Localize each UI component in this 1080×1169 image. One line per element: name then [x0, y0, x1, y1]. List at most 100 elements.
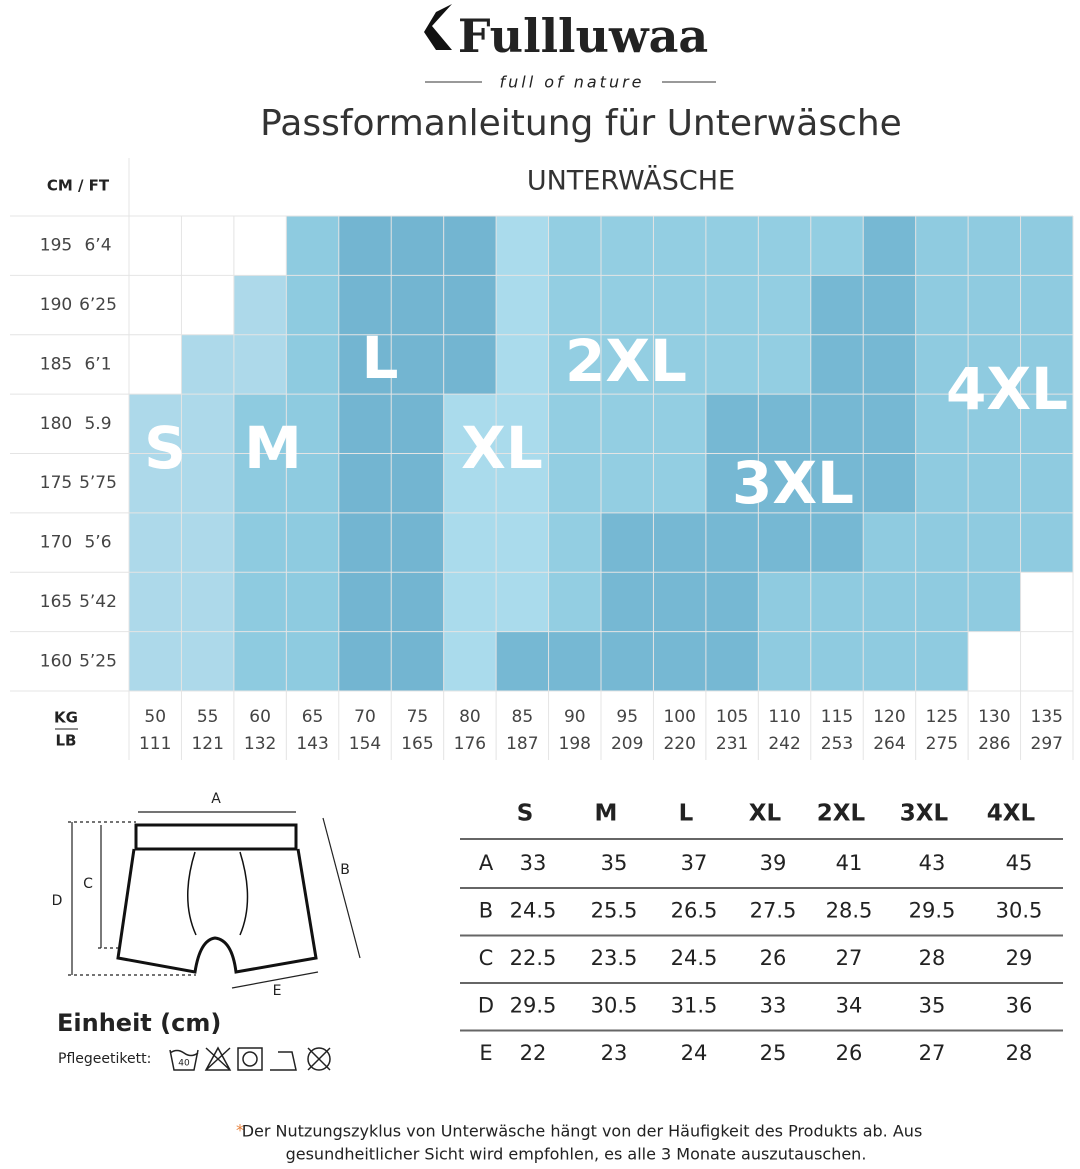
- grid-cell: [653, 334, 707, 395]
- logo-icon: [424, 4, 452, 50]
- grid-cell: [233, 453, 287, 514]
- grid-cell: [548, 394, 602, 454]
- footnote-line: gesundheitlicher Sicht wird empfohlen, e…: [286, 1145, 867, 1164]
- table-cell: 45: [1006, 851, 1033, 875]
- grid-cell: [968, 572, 1022, 633]
- grid-cell: [391, 216, 445, 276]
- height-ft: 6’25: [79, 295, 117, 315]
- grid-cell: [705, 572, 759, 633]
- grid-cell: [443, 394, 497, 454]
- weight-lb: 242: [768, 734, 800, 754]
- table-header: M: [595, 801, 618, 827]
- grid-cell: [548, 334, 602, 395]
- unit: Einheit (cm): [57, 1009, 221, 1037]
- grid-cell: [548, 275, 602, 336]
- table-cell: 27: [836, 946, 863, 970]
- grid-cell: [181, 631, 235, 692]
- table-cell: 29.5: [909, 899, 956, 923]
- grid-cell: [705, 453, 759, 514]
- grid-cell: [810, 512, 864, 573]
- weight-kg: 80: [459, 707, 481, 727]
- height-cm: 175: [40, 473, 72, 493]
- grid-cell: [496, 334, 550, 395]
- grid-cell: [863, 216, 917, 276]
- grid-cell: [915, 216, 969, 276]
- grid-cell: [863, 334, 917, 395]
- grid-cell: [129, 631, 182, 692]
- grid-cell: [601, 394, 654, 454]
- weight-kg: 130: [978, 707, 1010, 727]
- grid-cell: [286, 275, 340, 336]
- grid-cell: [758, 453, 812, 514]
- grid-cell: [653, 394, 707, 454]
- grid-cell: [601, 453, 654, 514]
- weight-lb: 209: [611, 734, 643, 754]
- grid-cell: [391, 631, 445, 692]
- table-cell: 33: [520, 851, 547, 875]
- corner: CM / FT: [47, 177, 110, 195]
- grid-cell: [968, 394, 1022, 454]
- grid-cell: [443, 334, 497, 395]
- weight-lb: 264: [873, 734, 905, 754]
- weight-kg: 105: [716, 707, 748, 727]
- height-ft: 6’1: [84, 354, 111, 374]
- grid-cell: [915, 334, 969, 395]
- grid-cell: [758, 275, 812, 336]
- grid-cell: [810, 572, 864, 633]
- grid-cell: [601, 216, 654, 276]
- grid-cell: [548, 453, 602, 514]
- title: Passformanleitung für Unterwäsche: [260, 103, 902, 144]
- grid-cell: [391, 334, 445, 395]
- grid-cell: [338, 334, 392, 395]
- grid-cell: [758, 572, 812, 633]
- table-cell: 33: [760, 994, 787, 1018]
- grid-cell: [653, 631, 707, 692]
- weight-kg: 135: [1031, 707, 1063, 727]
- grid-cell: [548, 631, 602, 692]
- table-cell: 29: [1006, 946, 1033, 970]
- dim-b: B: [340, 862, 350, 878]
- grid-cell: [1020, 394, 1074, 454]
- table-cell: 26: [760, 946, 787, 970]
- grid-cell: [810, 216, 864, 276]
- weight-lb: 253: [821, 734, 853, 754]
- grid-cell: [863, 631, 917, 692]
- grid-cell: [233, 512, 287, 573]
- grid-cell: [181, 394, 235, 454]
- grid-cell: [443, 631, 497, 692]
- weight-kg: 120: [873, 707, 905, 727]
- grid-cell: [129, 512, 182, 573]
- table-header: L: [679, 801, 694, 827]
- table-cell: 30.5: [996, 899, 1043, 923]
- dim-a: A: [211, 791, 221, 807]
- weight-kg: 90: [564, 707, 586, 727]
- weight-lb: 143: [296, 734, 328, 754]
- grid-cell: [338, 394, 392, 454]
- kg: KG: [54, 709, 78, 727]
- dim-c: C: [83, 876, 93, 892]
- grid-cell: [758, 512, 812, 573]
- table-cell: 36: [1006, 994, 1033, 1018]
- grid-cell: [863, 572, 917, 633]
- grid-cell: [338, 275, 392, 336]
- table-cell: 27.5: [750, 899, 797, 923]
- row-label: B: [479, 899, 493, 923]
- grid-cell: [338, 512, 392, 573]
- table-cell: 35: [919, 994, 946, 1018]
- height-cm: 165: [40, 592, 72, 612]
- weight-kg: 85: [512, 707, 534, 727]
- grid-cell: [705, 631, 759, 692]
- grid-cell: [391, 512, 445, 573]
- grid-cell: [968, 275, 1022, 336]
- table-header: S: [517, 801, 534, 827]
- table-cell: 24.5: [671, 946, 718, 970]
- size-table: S M L XL 2XL 3XL 4XL A 33 35 37 39 41 43 45 B 24.5 25.5 26…: [460, 801, 1063, 1065]
- grid-cell: [968, 334, 1022, 395]
- grid-cell: [758, 631, 812, 692]
- grid-cell: [286, 216, 340, 276]
- table-header: 4XL: [987, 801, 1036, 827]
- weight-kg: 115: [821, 707, 853, 727]
- grid-cell: [233, 275, 287, 336]
- height-ft: 5’6: [84, 533, 111, 553]
